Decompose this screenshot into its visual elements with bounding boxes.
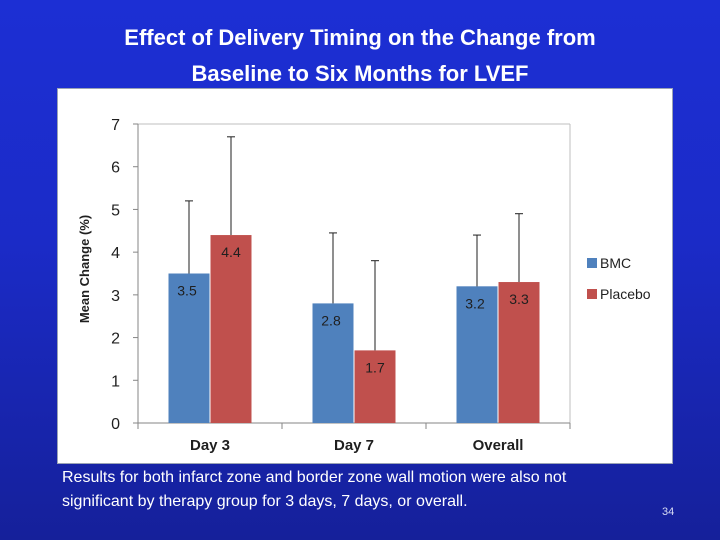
y-tick-label: 5: [111, 202, 120, 219]
x-tick-label: Day 3: [190, 437, 230, 454]
legend: BMC Placebo: [587, 255, 651, 302]
y-tick-label: 4: [111, 245, 120, 262]
y-axis-label: Mean Change (%): [77, 215, 92, 323]
slide-title: Effect of Delivery Timing on the Change …: [0, 20, 720, 92]
chart-area: 0 1 2 3 4 5 6 7 Day 3 Day 7 Overall 3.5 4.4 2.8 1.7 3.…: [57, 88, 673, 464]
data-label: 3.5: [177, 283, 197, 299]
y-tick-label: 7: [111, 117, 120, 134]
bar-bmc-day-7: [312, 303, 354, 423]
legend-label-placebo: Placebo: [600, 286, 651, 302]
data-label: 4.4: [221, 244, 241, 260]
y-tick-label: 3: [111, 288, 120, 305]
legend-swatch-bmc: [587, 258, 597, 268]
y-tick-label: 1: [111, 373, 120, 390]
bar-placebo-day-3: [210, 235, 252, 423]
data-label: 3.2: [465, 295, 485, 311]
y-tick-label: 6: [111, 160, 120, 177]
y-tick-label: 0: [111, 416, 120, 433]
bars: [168, 136, 540, 423]
x-tick-label: Day 7: [334, 437, 374, 454]
data-label: 2.8: [321, 312, 341, 328]
title-line-1: Effect of Delivery Timing on the Change …: [124, 25, 596, 50]
bar-placebo-day-7: [354, 350, 396, 423]
data-label: 3.3: [509, 291, 529, 307]
title-line-2: Baseline to Six Months for LVEF: [191, 61, 529, 86]
x-tick-label: Overall: [473, 437, 524, 454]
bar-bmc-day-3: [168, 273, 210, 423]
bar-bmc-overall: [456, 286, 498, 423]
axes: 0 1 2 3 4 5 6 7 Day 3 Day 7 Overall: [111, 117, 571, 454]
data-label: 1.7: [365, 359, 385, 375]
data-labels: 3.5 4.4 2.8 1.7 3.2 3.3: [177, 244, 529, 375]
legend-label-bmc: BMC: [600, 255, 631, 271]
legend-swatch-placebo: [587, 289, 597, 299]
y-tick-label: 2: [111, 331, 120, 348]
page-number: 34: [662, 506, 675, 518]
caption-line-2: significant by therapy group for 3 days,…: [62, 493, 468, 510]
caption: Results for both infarct zone and border…: [62, 466, 662, 514]
bar-placebo-overall: [498, 282, 540, 423]
caption-line-1: Results for both infarct zone and border…: [62, 469, 567, 486]
